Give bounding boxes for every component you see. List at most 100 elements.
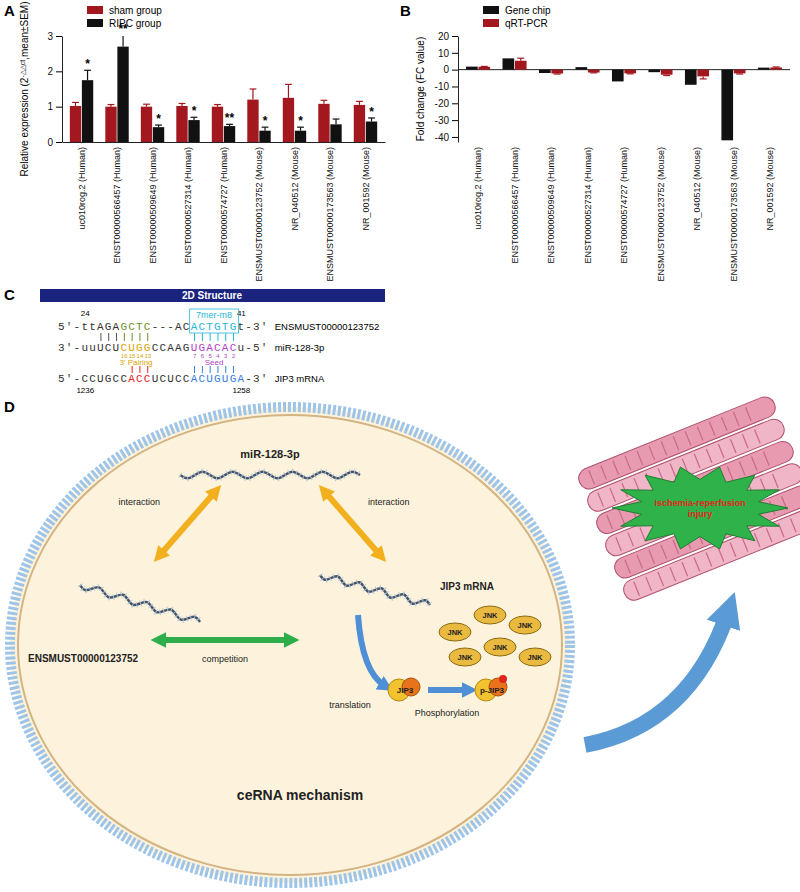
- error-bar-cap: [321, 100, 328, 101]
- kinase: [519, 648, 551, 666]
- y-tick: -10: [435, 81, 458, 92]
- error-bar-cap: [517, 58, 524, 59]
- muscle-striation: [742, 538, 748, 552]
- error-bar: [736, 73, 743, 75]
- competition-label: competition: [202, 654, 248, 664]
- legend-swatch: [483, 6, 499, 14]
- y-tick-label: 1: [47, 101, 53, 112]
- significance: *: [85, 57, 90, 71]
- pair-bond: [108, 333, 109, 341]
- error-bar-cap: [627, 73, 634, 74]
- bar: [105, 107, 116, 142]
- kinase-label: JNK: [457, 653, 473, 662]
- bar: [366, 122, 377, 142]
- x-tick-label: ENSMUST00000123752 (Mouse): [656, 147, 666, 282]
- panel-label: A: [4, 2, 15, 19]
- y-tick-label: 0: [47, 137, 53, 148]
- y-tick-label: 0: [443, 64, 449, 75]
- mrna-strand-bases: [320, 575, 430, 605]
- x-tick: uc010rog.2 (Human): [473, 147, 483, 230]
- membrane-inner: [18, 415, 562, 875]
- muscle-striation: [778, 523, 784, 537]
- muscle-striation: [610, 488, 616, 502]
- competition-arrow: [160, 637, 290, 643]
- sequence-segment: ACTGTG: [191, 321, 238, 333]
- muscle-striation: [764, 452, 770, 466]
- error-bar: [108, 105, 115, 107]
- legend-label: qRT-PCR: [505, 18, 548, 29]
- muscle-striation: [730, 439, 736, 453]
- muscle-striation: [634, 582, 640, 596]
- error-bar: [333, 119, 340, 124]
- kinase-label: JNK: [527, 653, 543, 662]
- muscle-striation: [628, 532, 634, 546]
- y-tick-mark: [452, 86, 458, 87]
- significance: *: [192, 104, 197, 118]
- mrna-strand: [320, 575, 430, 605]
- bar: [648, 70, 660, 73]
- muscle-striation: [730, 543, 736, 557]
- bar: [721, 70, 733, 141]
- y-tick-mark: [452, 36, 458, 37]
- pair-bond: [147, 366, 148, 373]
- y-tick-label: 10: [438, 48, 450, 59]
- bar: [612, 70, 624, 82]
- x-tick-label: ENST00000509649 (Human): [546, 147, 556, 264]
- muscle-striation: [646, 577, 652, 591]
- x-tick: uc010rog.2 (Human): [77, 147, 87, 230]
- significance: *: [298, 114, 303, 128]
- error-bar: [120, 36, 127, 47]
- kinase: [449, 648, 481, 666]
- cell-interior: [10, 407, 570, 883]
- error-bar-cap: [143, 104, 150, 105]
- seed-number: 3: [224, 353, 228, 359]
- bar-chart: -40-30-20-1001020uc010rog.2 (Human)ENST0…: [415, 5, 790, 282]
- x-tick: NR_001592 (Mouse): [361, 147, 371, 231]
- muscle-striation: [718, 548, 724, 562]
- y-axis-line: [458, 37, 459, 143]
- muscle-striation: [625, 559, 631, 573]
- sequence-row: 5'-CCUGCCACCUCUCCACUGUGA-3': [58, 373, 269, 385]
- muscle-striation: [694, 454, 700, 468]
- pair-bond: [100, 333, 101, 341]
- kinase-label: JNK: [447, 628, 463, 637]
- kinase-label: JNK: [517, 621, 533, 630]
- y-tick-mark: [56, 142, 62, 143]
- significance: *: [156, 112, 161, 126]
- pairing-label: 3' Pairing: [119, 358, 152, 367]
- muscle-striation: [625, 456, 631, 470]
- error-bar-cap: [700, 78, 707, 79]
- seed-number: 2: [232, 353, 236, 359]
- bar: [283, 98, 294, 142]
- bar-chart: 0123uc010rog.2 (Human)ENST00000566457 (H…: [19, 2, 386, 282]
- sequence-segment: CCAAG: [152, 342, 191, 354]
- muscle-striation: [694, 557, 700, 571]
- y-tick-label: 20: [438, 31, 450, 42]
- error-bar: [481, 66, 488, 67]
- pair-bond: [194, 333, 195, 341]
- error-bar: [321, 100, 328, 104]
- row-name: miR-128-3p: [275, 342, 325, 353]
- x-tick-label: ENST00000574727 (Human): [219, 147, 229, 264]
- muscle-tissue: [576, 394, 800, 603]
- pair-bond: [147, 333, 148, 341]
- x-tick: ENST00000527314 (Human): [183, 147, 193, 264]
- y-tick-label: -40: [435, 132, 450, 143]
- pair-bond: [202, 333, 203, 341]
- translation-arrow: [358, 615, 385, 686]
- sequence-segment: u-5': [237, 342, 268, 354]
- muscle-striation: [755, 429, 761, 443]
- interaction-label: interaction: [368, 497, 410, 507]
- y-tick-mark: [56, 71, 62, 72]
- y-tick-label: -20: [435, 98, 450, 109]
- lncrna-label: ENSMUST00000123752: [28, 653, 139, 664]
- error-bar-stem: [87, 70, 88, 80]
- pair-bond: [116, 333, 117, 341]
- x-tick: NR_040512 (Mouse): [290, 147, 300, 231]
- error-bar: [84, 70, 91, 80]
- y-tick: 2: [47, 66, 62, 77]
- bar: [575, 67, 587, 70]
- error-bar: [590, 72, 597, 73]
- bar: [551, 70, 563, 74]
- error-bar: [773, 66, 780, 68]
